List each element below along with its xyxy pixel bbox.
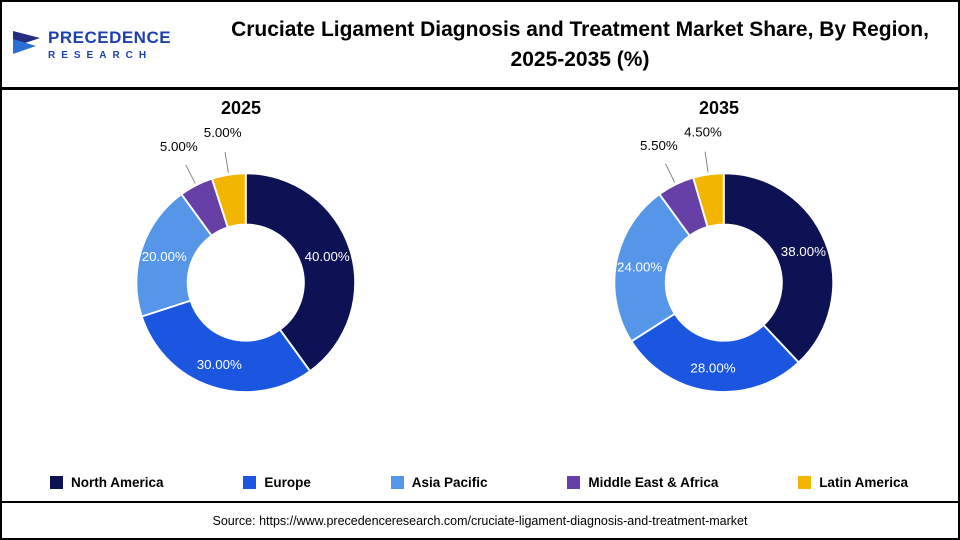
- legend-label: Latin America: [819, 474, 908, 490]
- slice-label-europe: 30.00%: [197, 357, 242, 372]
- header: PRECEDENCE RESEARCH Cruciate Ligament Di…: [2, 2, 958, 90]
- slice-europe: [630, 312, 801, 394]
- donut-chart-2035: 38.00% 28.00% 24.00% 5.50% 4.50%: [613, 125, 835, 394]
- slice-label-middle-east-africa: 5.00%: [160, 139, 198, 154]
- slice-label-asia-pacific: 20.00%: [142, 249, 187, 264]
- legend-item-asia-pacific: Asia Pacific: [390, 474, 488, 490]
- legend-item-europe: Europe: [243, 475, 311, 490]
- legend-item-latin-america: Latin America: [798, 475, 908, 490]
- donut-chart-2025: 40.00% 30.00% 20.00% 5.00% 5.00%: [135, 125, 357, 394]
- footer: Source: https://www.precedenceresearch.c…: [2, 501, 958, 538]
- chart-2025: 2025 40.00% 30.00% 20.00% 5.00% 5.00%: [16, 94, 465, 433]
- leader-line-latin-america: [224, 151, 229, 173]
- legend-swatch-north-america: [50, 475, 63, 489]
- slice-label-asia-pacific: 24.00%: [617, 259, 662, 274]
- precedence-logo-mark: [13, 30, 40, 54]
- slice-north-america: [244, 172, 357, 373]
- legend: North America Europe Asia Pacific Middle Ea…: [2, 463, 958, 501]
- precedence-logo-text: PRECEDENCE RESEARCH: [48, 28, 171, 61]
- slice-europe: [140, 299, 312, 394]
- logo-line1: PRECEDENCE: [48, 28, 172, 47]
- chart-2035: 2035 38.00% 28.00% 24.00% 5.50% 4.50%: [494, 94, 943, 433]
- legend-item-north-america: North America: [50, 475, 164, 490]
- slice-label-north-america: 40.00%: [305, 249, 350, 264]
- page-title: Cruciate Ligament Diagnosis and Treatmen…: [231, 18, 929, 71]
- legend-swatch-europe: [243, 475, 257, 489]
- leader-line-middle-east-africa: [665, 163, 676, 183]
- precedence-logo: PRECEDENCE RESEARCH: [12, 28, 212, 61]
- legend-swatch-latin-america: [798, 475, 812, 489]
- logo-line2: RESEARCH: [48, 50, 153, 61]
- legend-swatch-middle-east-africa: [567, 475, 581, 489]
- chart-year-title-2035: 2035: [698, 98, 740, 118]
- slice-label-middle-east-africa: 5.50%: [640, 138, 678, 153]
- slice-latin-america: [210, 172, 247, 229]
- charts-area: 2025 40.00% 30.00% 20.00% 5.00% 5.00% 2035 3…: [2, 90, 958, 463]
- leader-line-middle-east-africa: [185, 164, 196, 184]
- legend-label: Europe: [264, 474, 311, 490]
- slice-north-america: [722, 172, 835, 364]
- slice-label-latin-america: 5.00%: [204, 125, 242, 140]
- leader-line-latin-america: [704, 151, 709, 173]
- slice-latin-america: [692, 172, 725, 229]
- legend-label: North America: [71, 474, 164, 490]
- legend-label: Middle East & Africa: [588, 474, 719, 490]
- legend-swatch-asia-pacific: [390, 475, 404, 489]
- legend-label: Asia Pacific: [411, 474, 488, 490]
- source-text: Source: https://www.precedenceresearch.c…: [212, 513, 748, 528]
- slice-label-north-america: 38.00%: [781, 244, 826, 259]
- legend-item-middle-east-africa: Middle East & Africa: [567, 475, 718, 490]
- slice-label-latin-america: 4.50%: [684, 125, 722, 140]
- slice-label-europe: 28.00%: [690, 360, 735, 375]
- slice-asia-pacific: [613, 192, 691, 343]
- chart-year-title-2025: 2025: [220, 98, 262, 118]
